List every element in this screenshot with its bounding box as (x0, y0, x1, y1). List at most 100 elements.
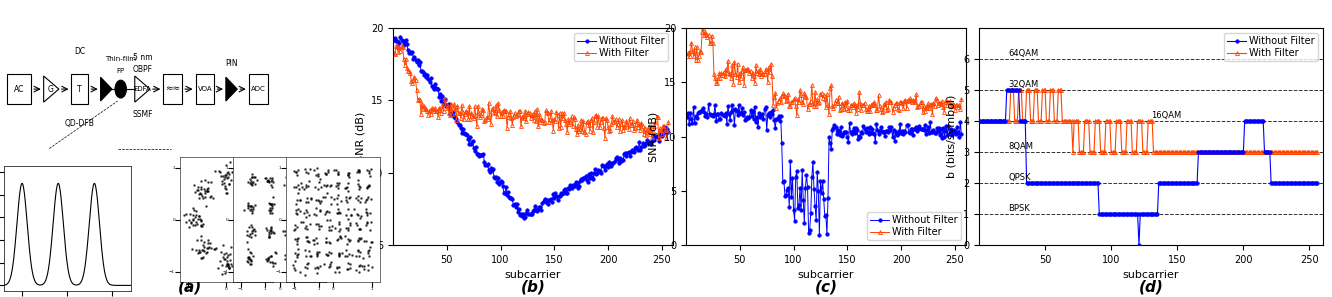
Point (216, 261, 237, 266)
Point (182, 216, 204, 221)
Point (237, 203, 258, 208)
Point (338, 175, 360, 179)
Point (240, 196, 261, 201)
Point (238, 246, 260, 250)
Point (297, 178, 318, 183)
Point (346, 170, 368, 175)
Point (328, 270, 349, 274)
Point (237, 259, 258, 263)
Point (308, 265, 329, 270)
Without Filter (611, 162, 627, 165)
Point (214, 184, 236, 189)
Point (349, 237, 370, 241)
Point (193, 222, 214, 226)
Point (337, 242, 358, 247)
Point (236, 192, 257, 197)
Point (353, 238, 374, 243)
Point (236, 202, 257, 207)
Point (300, 222, 321, 227)
Point (289, 198, 310, 203)
Point (241, 251, 262, 256)
Point (329, 222, 350, 227)
Point (306, 265, 328, 270)
Point (357, 184, 378, 189)
With Filter (766, 95, 782, 99)
Point (261, 211, 282, 215)
Point (261, 176, 282, 180)
Point (190, 217, 212, 222)
Point (357, 212, 378, 217)
Point (218, 265, 240, 270)
Point (348, 187, 369, 191)
Point (301, 259, 322, 263)
Point (214, 173, 236, 178)
Point (284, 266, 305, 271)
With Filter (1080, 119, 1096, 123)
Point (189, 214, 210, 218)
Point (345, 254, 366, 258)
Point (348, 184, 369, 189)
Point (242, 254, 264, 259)
Point (302, 257, 324, 262)
Point (316, 209, 337, 214)
Point (281, 233, 302, 238)
Point (237, 247, 258, 252)
Point (214, 173, 236, 178)
Point (242, 228, 264, 233)
Point (361, 264, 382, 269)
Point (242, 180, 264, 185)
Point (237, 181, 258, 186)
Point (180, 211, 201, 216)
Point (221, 245, 242, 250)
Point (188, 195, 209, 200)
Point (238, 246, 260, 251)
Point (326, 167, 348, 172)
Point (361, 240, 382, 244)
Point (297, 184, 318, 189)
Point (218, 264, 240, 269)
Point (297, 223, 318, 228)
Point (300, 257, 321, 262)
Point (197, 185, 218, 190)
Point (248, 210, 269, 214)
Point (261, 179, 282, 184)
Point (194, 190, 216, 195)
Point (296, 266, 317, 271)
Point (293, 219, 314, 224)
Point (230, 253, 252, 258)
Point (277, 172, 298, 177)
Point (338, 221, 360, 226)
Point (361, 166, 382, 171)
Point (240, 183, 261, 188)
Point (236, 241, 257, 246)
With Filter (817, 97, 832, 101)
Point (338, 171, 360, 176)
Point (340, 266, 361, 271)
Point (305, 222, 326, 227)
Legend: Without Filter, With Filter: Without Filter, With Filter (1224, 33, 1317, 61)
Point (246, 215, 268, 219)
Point (288, 183, 309, 188)
Point (192, 223, 213, 228)
Point (274, 253, 296, 258)
Point (260, 175, 281, 180)
Point (241, 250, 262, 255)
Point (241, 195, 262, 200)
Point (174, 219, 196, 224)
Point (194, 178, 216, 183)
Point (336, 226, 357, 230)
Without Filter (386, 39, 402, 42)
Point (356, 211, 377, 216)
Y-axis label: SNR (dB): SNR (dB) (649, 111, 658, 162)
Point (261, 260, 282, 265)
Point (185, 208, 206, 213)
Point (282, 256, 304, 261)
Point (258, 255, 280, 260)
Y-axis label: b (bits/symbol): b (bits/symbol) (947, 95, 958, 178)
Without Filter (1102, 212, 1118, 216)
Point (285, 250, 306, 255)
Point (238, 250, 260, 255)
Point (280, 211, 301, 216)
Point (297, 227, 318, 231)
Point (277, 211, 298, 216)
